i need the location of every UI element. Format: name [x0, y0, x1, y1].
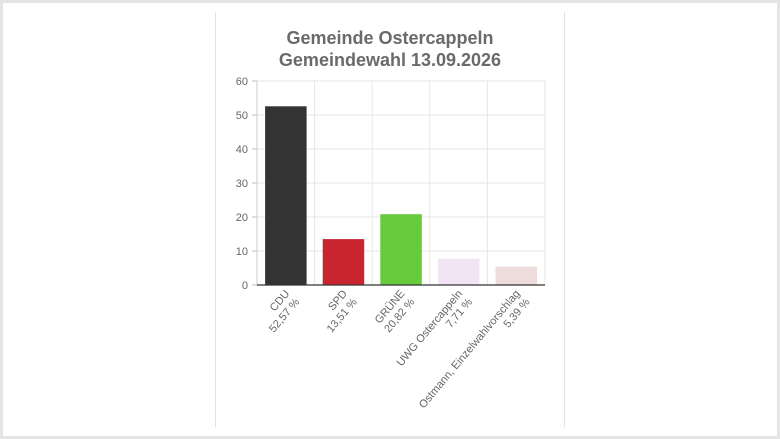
- bar-1: [322, 239, 365, 285]
- bar-0: [265, 106, 307, 285]
- chart-title-line-2: Gemeindewahl 13.09.2026: [278, 50, 502, 70]
- y-tick-label: 60: [236, 76, 248, 88]
- y-tick-label: 30: [236, 178, 248, 190]
- y-tick-label: 20: [236, 212, 248, 224]
- chart-title-line-1: Gemeinde Ostercappeln: [286, 28, 494, 48]
- y-tick-label: 50: [236, 110, 248, 122]
- chart-title: Gemeinde Ostercappeln Gemeindewahl 13.09…: [0, 27, 780, 71]
- bar-4: [495, 266, 537, 285]
- bar-3: [437, 258, 480, 285]
- y-tick-label: 0: [242, 280, 248, 292]
- bar-2: [380, 214, 422, 285]
- y-tick-label: 10: [236, 246, 248, 258]
- y-tick-label: 40: [236, 144, 248, 156]
